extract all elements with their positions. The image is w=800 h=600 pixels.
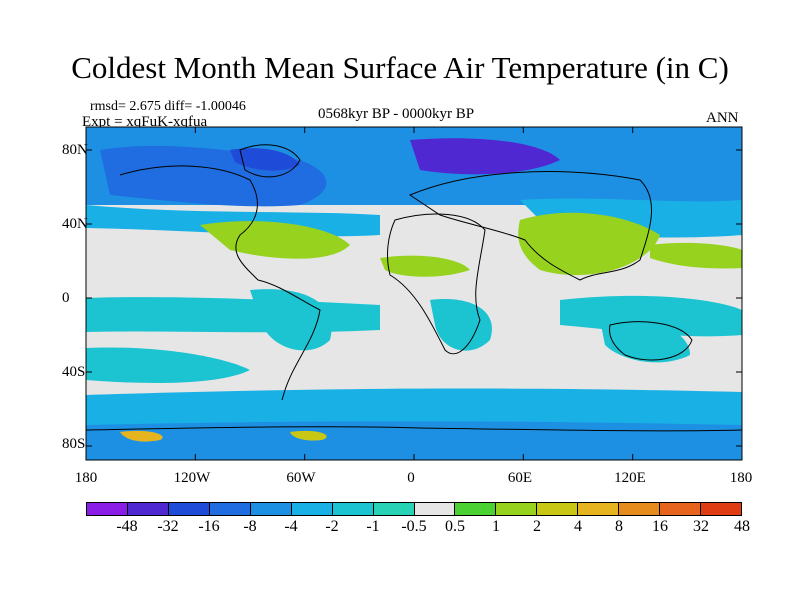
legend-label: -32 bbox=[157, 518, 179, 535]
legend-swatch bbox=[578, 503, 620, 515]
legend-swatch bbox=[701, 503, 741, 515]
legend-label: 32 bbox=[693, 518, 709, 535]
axis-ticks bbox=[85, 127, 743, 460]
legend-swatch bbox=[619, 503, 661, 515]
season-text: ANN bbox=[706, 110, 739, 126]
legend-swatch bbox=[127, 503, 169, 515]
legend-label: -2 bbox=[325, 518, 339, 535]
lon-label-120e: 120E bbox=[614, 470, 646, 486]
legend-label: 8 bbox=[615, 518, 623, 535]
lon-label-180w: 180 bbox=[74, 470, 98, 486]
legend-label: -4 bbox=[284, 518, 298, 535]
south-pacific-cool-region bbox=[86, 347, 250, 383]
lon-label-120w: 120W bbox=[173, 470, 211, 486]
legend-label: 2 bbox=[533, 518, 541, 535]
legend-label: 48 bbox=[734, 518, 750, 535]
legend-swatch bbox=[496, 503, 538, 515]
lat-label-40s: 40S bbox=[62, 364, 86, 380]
antarctica-coast bbox=[86, 426, 742, 432]
antarctic-warm-spot-2 bbox=[290, 430, 327, 441]
coastlines bbox=[86, 144, 742, 432]
eurasia-coast bbox=[408, 171, 653, 281]
lat-label-0: 0 bbox=[62, 290, 70, 306]
legend-label: 16 bbox=[652, 518, 668, 535]
legend-label: 1 bbox=[492, 518, 500, 535]
legend-label: -1 bbox=[366, 518, 380, 535]
south-america-cool-region bbox=[250, 289, 332, 351]
antarctic-band bbox=[86, 421, 742, 460]
legend-swatch bbox=[660, 503, 702, 515]
legend-swatch bbox=[332, 503, 374, 515]
antarctic-warm-spot-1 bbox=[120, 430, 163, 442]
lat-label-40n: 40N bbox=[62, 216, 88, 232]
legend-label: -16 bbox=[198, 518, 220, 535]
greenland-cold-region bbox=[230, 148, 300, 171]
sahara-warm-region bbox=[380, 255, 470, 277]
legend-label: 4 bbox=[574, 518, 582, 535]
lon-label-180e: 180 bbox=[729, 470, 753, 486]
temperature-field bbox=[86, 127, 742, 460]
legend-swatch bbox=[250, 503, 292, 515]
lat-label-80n: 80N bbox=[62, 142, 88, 158]
legend-swatch bbox=[87, 503, 128, 515]
australia-cool-region bbox=[600, 319, 690, 363]
color-legend-bar bbox=[86, 502, 742, 516]
gulf-warm-region bbox=[200, 221, 350, 259]
map-title: Coldest Month Mean Surface Air Temperatu… bbox=[71, 50, 729, 85]
rmsd-diff-text: rmsd= 2.675 diff= -1.00046 bbox=[90, 99, 246, 114]
lon-label-60w: 60W bbox=[286, 470, 316, 486]
legend-swatch bbox=[209, 503, 251, 515]
legend-swatch bbox=[168, 503, 210, 515]
legend-label: -0.5 bbox=[401, 518, 427, 535]
lat-label-80s: 80S bbox=[62, 436, 86, 452]
legend-swatch bbox=[455, 503, 497, 515]
experiment-text: Expt = xqFuK-xqfua bbox=[82, 114, 208, 130]
legend-swatch bbox=[373, 503, 415, 515]
legend-label: -48 bbox=[116, 518, 138, 535]
asia-warm-region bbox=[518, 212, 660, 276]
lon-label-60e: 60E bbox=[507, 470, 533, 486]
legend-swatch bbox=[537, 503, 579, 515]
africa-cool-region bbox=[430, 299, 492, 351]
legend-label: -8 bbox=[243, 518, 257, 535]
legend-swatch bbox=[414, 503, 456, 515]
period-text: 0568kyr BP - 0000kyr BP bbox=[318, 106, 475, 122]
legend-label: 0.5 bbox=[445, 518, 465, 535]
africa-coast bbox=[387, 213, 486, 355]
south-america-coast bbox=[257, 279, 321, 401]
australia-coast bbox=[609, 321, 693, 361]
siberia-cold-region bbox=[410, 138, 560, 175]
pacific-warm-region bbox=[650, 242, 742, 269]
legend-swatch bbox=[291, 503, 333, 515]
lon-label-0: 0 bbox=[407, 470, 415, 486]
southern-ocean-band bbox=[86, 388, 742, 430]
greenland-coast bbox=[239, 144, 301, 178]
north-america-coast bbox=[119, 165, 259, 281]
